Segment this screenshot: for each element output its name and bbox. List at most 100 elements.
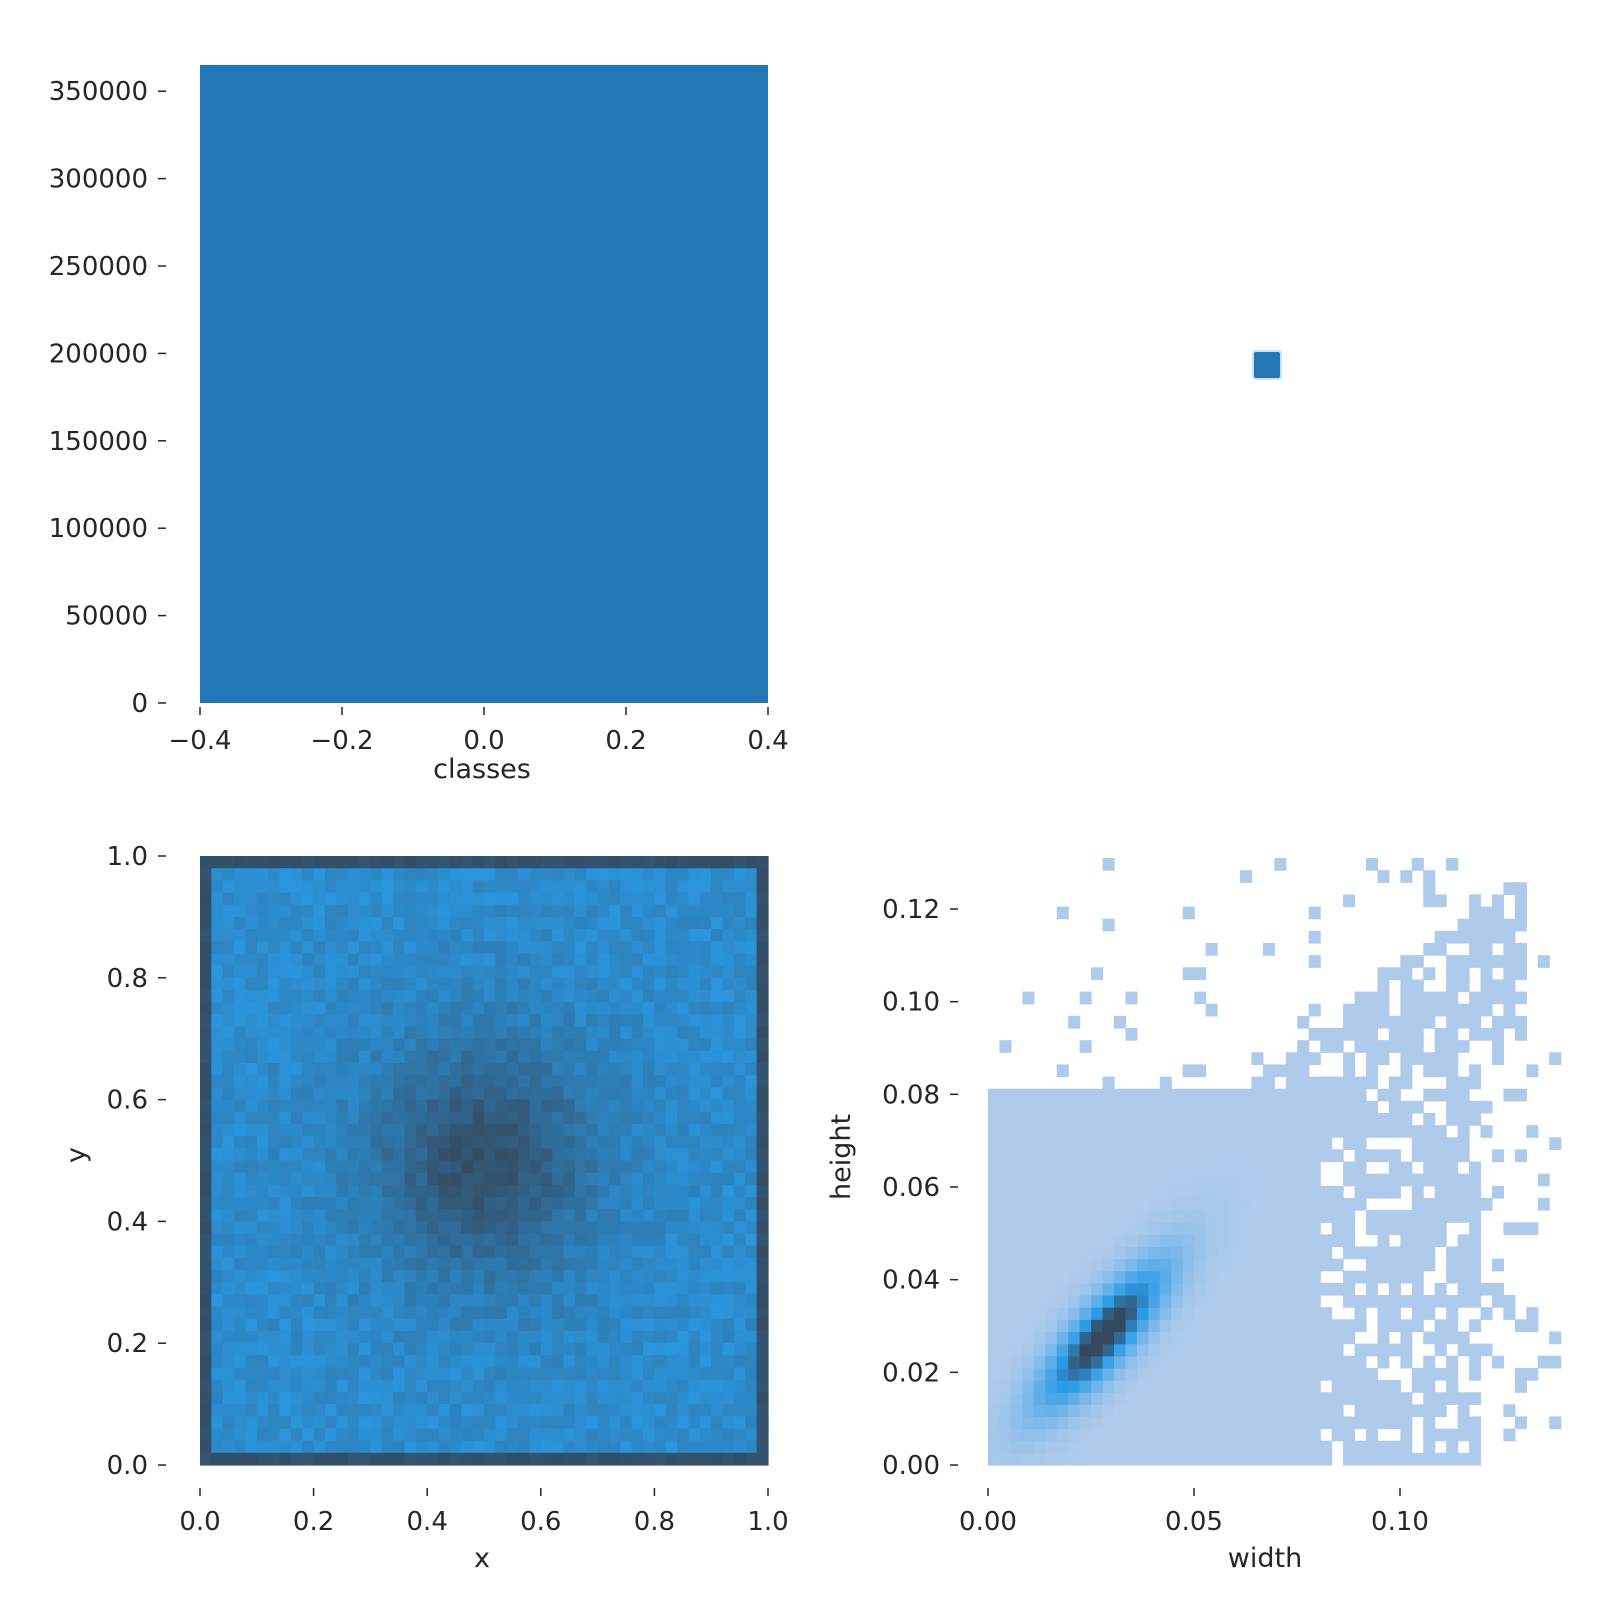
heatmap-cell: [756, 1087, 769, 1101]
heatmap-cell: [211, 1257, 224, 1271]
heatmap-cell: [1205, 1088, 1218, 1102]
heatmap-cell: [336, 1282, 349, 1296]
heatmap-cell: [574, 1428, 587, 1442]
heatmap-cell: [1205, 1416, 1218, 1430]
heatmap-cell: [529, 1148, 542, 1162]
heatmap-cell: [631, 1038, 644, 1052]
heatmap-cell: [268, 1184, 281, 1198]
heatmap-cell: [279, 1355, 292, 1369]
heatmap-cell: [256, 1367, 269, 1381]
heatmap-cell: [347, 989, 360, 1003]
heatmap-cell: [1068, 1331, 1081, 1345]
heatmap-cell: [1331, 1258, 1344, 1272]
heatmap-cell: [586, 1282, 599, 1296]
heatmap-cell: [608, 1428, 621, 1442]
heatmap-cell: [1285, 1355, 1298, 1369]
heatmap-cell: [427, 941, 440, 955]
heatmap-cell: [1388, 1295, 1401, 1308]
heatmap-cell: [415, 1452, 428, 1466]
heatmap-cell: [1285, 1064, 1298, 1078]
heatmap-cell: [1411, 1295, 1424, 1308]
heatmap-cell: [1343, 1367, 1356, 1381]
heatmap-cell: [1457, 955, 1470, 968]
heatmap-cell: [381, 1306, 394, 1320]
heatmap-cell: [1343, 1319, 1356, 1333]
heatmap-cell: [677, 1026, 690, 1040]
heatmap-cell: [359, 1063, 371, 1076]
heatmap-cell: [1159, 1210, 1172, 1223]
heatmap-cell: [268, 1002, 281, 1015]
heatmap-cell: [1148, 1440, 1161, 1454]
heatmap-cell: [211, 856, 224, 869]
heatmap-cell: [563, 1440, 576, 1454]
heatmap-cell: [597, 1428, 610, 1442]
heatmap-cell: [552, 1221, 565, 1235]
heatmap-cell: [1354, 1307, 1367, 1320]
heatmap-cell: [643, 1404, 655, 1417]
heatmap-cell: [1377, 1404, 1390, 1418]
heatmap-cell: [688, 1136, 701, 1149]
heatmap-cell: [449, 989, 462, 1003]
heatmap-cell: [336, 1404, 349, 1417]
heatmap-cell: [1045, 1282, 1058, 1296]
heatmap-cell: [461, 1050, 474, 1064]
heatmap-cell: [1331, 1088, 1344, 1102]
heatmap-cell: [370, 1148, 383, 1162]
heatmap-cell: [290, 880, 303, 894]
heatmap-cell: [200, 1014, 212, 1028]
heatmap-cell: [745, 965, 758, 979]
heatmap-cell: [665, 1221, 678, 1235]
heatmap-cell: [1469, 1210, 1482, 1223]
heatmap-cell: [472, 1440, 485, 1454]
heatmap-cell: [574, 1087, 587, 1101]
heatmap-cell: [370, 1331, 383, 1344]
heatmap-cell: [1056, 1270, 1069, 1284]
classes-bar: [200, 65, 768, 703]
heatmap-cell: [302, 953, 315, 967]
heatmap-cell: [574, 929, 587, 942]
heatmap-cell: [1457, 1331, 1470, 1345]
heatmap-cell: [518, 1440, 531, 1454]
heatmap-cell: [324, 1355, 337, 1369]
heatmap-cell: [438, 1452, 451, 1466]
heatmap-cell: [404, 1136, 417, 1149]
heatmap-cell: [279, 1026, 292, 1040]
heatmap-cell: [370, 1245, 383, 1259]
heatmap-cell: [552, 1111, 565, 1125]
heatmap-cell: [608, 1160, 621, 1174]
heatmap-cell: [699, 965, 712, 979]
heatmap-cell: [745, 1294, 758, 1308]
heatmap-cell: [756, 1197, 769, 1210]
heatmap-cell: [449, 868, 462, 881]
heatmap-cell: [1102, 1319, 1115, 1333]
heatmap-cell: [665, 1063, 678, 1076]
heatmap-cell: [1228, 1380, 1241, 1393]
heatmap-cell: [1469, 1100, 1482, 1114]
heatmap-cell: [1297, 1367, 1310, 1381]
heatmap-cell: [234, 868, 247, 881]
heatmap-cell: [324, 941, 337, 955]
heatmap-cell: [381, 1294, 394, 1308]
heatmap-cell: [234, 1245, 247, 1259]
heatmap-cell: [677, 965, 690, 979]
heatmap-cell: [438, 1318, 451, 1332]
heatmap-cell: [1400, 1222, 1413, 1235]
heatmap-cell: [449, 1233, 462, 1247]
heatmap-cell: [268, 929, 281, 942]
heatmap-cell: [234, 1038, 247, 1052]
heatmap-cell: [529, 1099, 542, 1113]
heatmap-cell: [268, 1087, 281, 1101]
heatmap-cell: [381, 1343, 394, 1356]
heatmap-cell: [484, 880, 496, 894]
heatmap-cell: [711, 977, 724, 991]
heatmap-cell: [1514, 1088, 1527, 1102]
heatmap-cell: [665, 1172, 678, 1186]
heatmap-cell: [1205, 1343, 1218, 1357]
heatmap-cell: [1239, 1222, 1253, 1235]
heatmap-cell: [1079, 1185, 1092, 1199]
heatmap-cell: [1102, 1392, 1115, 1405]
heatmap-cell: [1469, 1452, 1482, 1466]
heatmap-cell: [370, 1233, 383, 1247]
heatmap-cell: [211, 1087, 224, 1101]
heatmap-cell: [347, 1197, 360, 1210]
